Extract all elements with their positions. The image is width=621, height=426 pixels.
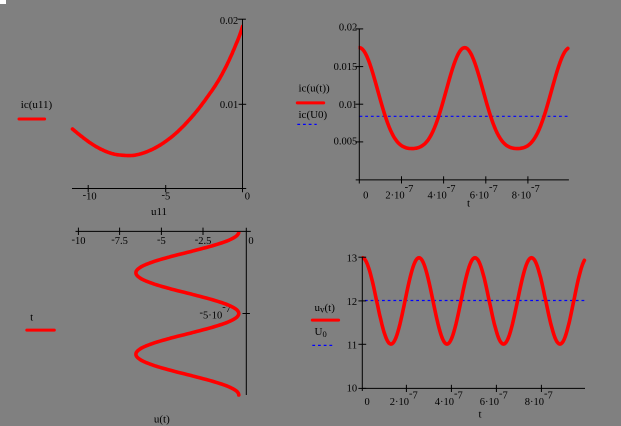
svg-text:10: 10 (347, 384, 358, 395)
svg-text:0.02: 0.02 (339, 23, 357, 34)
svg-text:0.01: 0.01 (220, 100, 238, 111)
svg-text:-10: -10 (72, 235, 86, 248)
svg-text:0: 0 (245, 192, 250, 203)
svg-text:0.01: 0.01 (339, 100, 357, 111)
svg-text:ic(U0): ic(U0) (299, 109, 328, 121)
svg-text:uv(t): uv(t) (315, 302, 336, 315)
svg-text:t: t (478, 409, 481, 421)
svg-text:u11: u11 (151, 206, 167, 218)
svg-text:0: 0 (363, 190, 368, 201)
svg-text:0.005: 0.005 (334, 137, 358, 148)
svg-text:12: 12 (347, 297, 358, 308)
svg-text:-5: -5 (162, 190, 171, 203)
svg-text:0.02: 0.02 (220, 16, 238, 27)
svg-text:-7.5: -7.5 (111, 235, 128, 248)
svg-text:t: t (30, 311, 33, 323)
svg-text:-5: -5 (157, 235, 166, 248)
svg-text:ic(u11): ic(u11) (21, 99, 53, 111)
svg-text:t: t (467, 198, 470, 210)
svg-text:ic(u(t)): ic(u(t)) (299, 83, 330, 95)
svg-text:0: 0 (248, 236, 253, 247)
svg-text:-10: -10 (83, 190, 97, 203)
svg-text:u(t): u(t) (154, 414, 170, 426)
svg-text:-2.5: -2.5 (195, 235, 212, 248)
svg-text:11: 11 (347, 340, 357, 351)
svg-text:0: 0 (364, 397, 369, 408)
svg-text:13: 13 (347, 254, 358, 265)
svg-text:U0: U0 (315, 326, 327, 339)
svg-text:0.015: 0.015 (334, 62, 358, 73)
